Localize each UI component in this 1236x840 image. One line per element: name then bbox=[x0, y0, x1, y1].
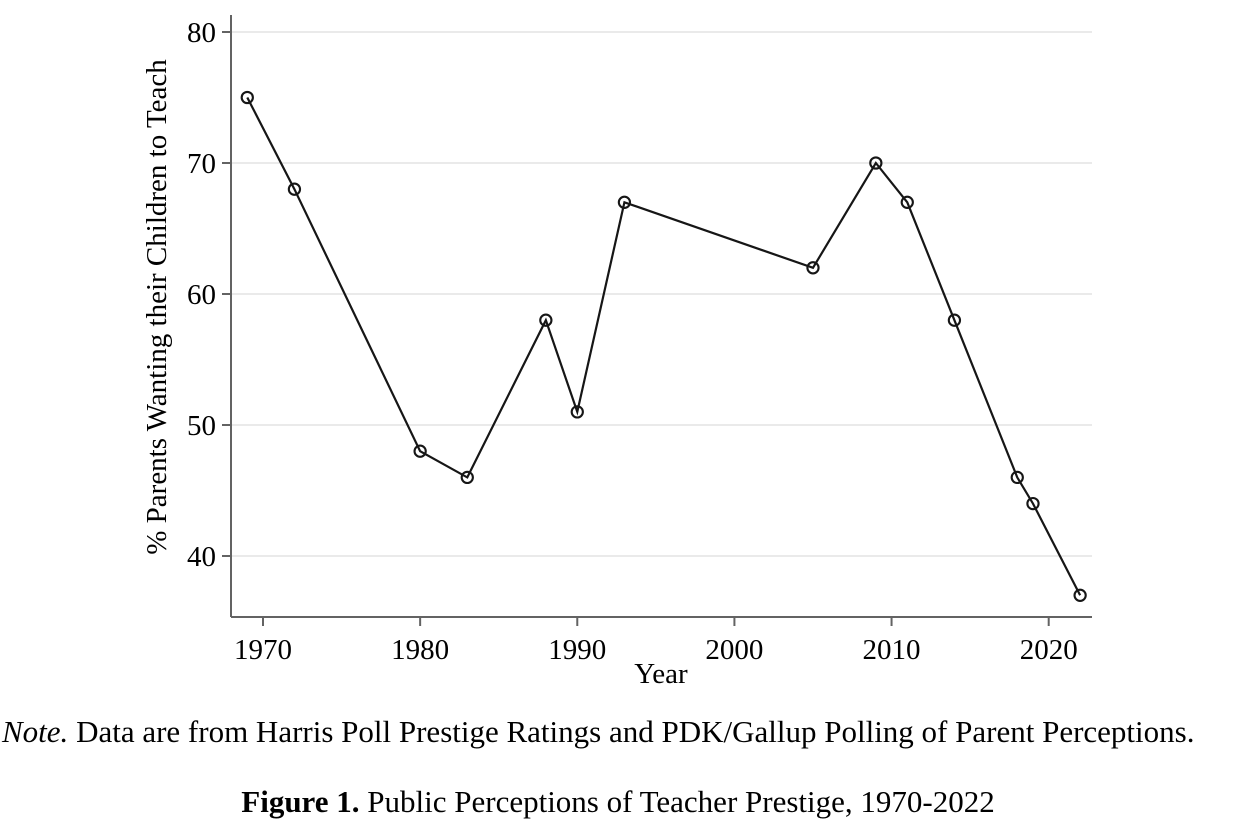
data-point-marker bbox=[947, 313, 962, 327]
caption-prefix: Figure 1. bbox=[241, 784, 360, 819]
x-tick-label: 1980 bbox=[391, 634, 449, 666]
data-point-marker bbox=[287, 182, 302, 196]
data-point-marker bbox=[413, 444, 427, 458]
data-point-marker bbox=[570, 405, 584, 419]
data-point-marker bbox=[617, 195, 632, 209]
y-tick-label: 80 bbox=[187, 17, 216, 49]
x-tick-label: 2020 bbox=[1020, 634, 1078, 666]
data-line bbox=[246, 96, 1082, 596]
x-tick-label: 1990 bbox=[548, 634, 606, 666]
data-point-marker bbox=[1010, 470, 1024, 485]
note-prefix: Note. bbox=[2, 714, 69, 749]
data-point-marker bbox=[869, 156, 883, 170]
y-axis-title: % Parents Wanting their Children to Teac… bbox=[141, 59, 173, 555]
x-tick-label: 2010 bbox=[863, 634, 921, 666]
y-tick-label: 60 bbox=[187, 279, 216, 311]
figure-note: Note. Data are from Harris Poll Prestige… bbox=[2, 714, 1234, 750]
data-point-marker bbox=[240, 90, 254, 105]
y-tick-label: 40 bbox=[187, 541, 216, 573]
x-axis-title: Year bbox=[634, 658, 688, 690]
figure-caption: Figure 1. Public Perceptions of Teacher … bbox=[0, 784, 1236, 820]
y-tick-label: 50 bbox=[187, 410, 216, 442]
data-point-marker bbox=[460, 470, 474, 485]
caption-text: Public Perceptions of Teacher Prestige, … bbox=[359, 784, 995, 819]
prestige-line-chart: % Parents Wanting their Children to Teac… bbox=[141, 15, 1092, 690]
x-tick-label: 1970 bbox=[234, 634, 292, 666]
data-point-marker bbox=[1073, 588, 1087, 602]
data-point-marker bbox=[900, 195, 914, 209]
note-text: Data are from Harris Poll Prestige Ratin… bbox=[68, 714, 1195, 749]
x-tick-label: 2000 bbox=[705, 634, 763, 666]
y-tick-label: 70 bbox=[187, 148, 216, 180]
data-point-marker bbox=[806, 261, 820, 275]
data-point-marker bbox=[539, 313, 553, 327]
data-point-marker bbox=[1026, 496, 1040, 511]
